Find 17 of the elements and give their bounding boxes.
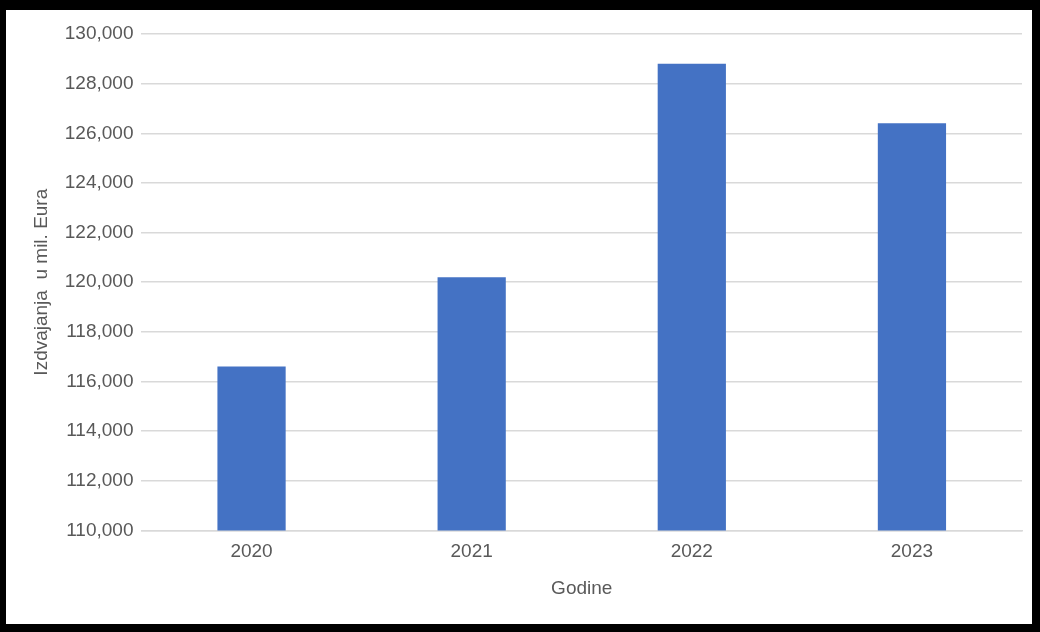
y-tick-label: 112,000 <box>66 468 134 490</box>
y-tick-label: 110,000 <box>66 518 134 540</box>
y-tick-label: 114,000 <box>66 419 134 441</box>
x-tick-label: 2020 <box>230 540 273 562</box>
x-tick-label: 2021 <box>450 540 493 562</box>
y-tick-label: 128,000 <box>64 71 134 93</box>
y-tick-label: 120,000 <box>64 270 134 292</box>
y-tick-label: 122,000 <box>64 220 134 242</box>
y-tick-label: 126,000 <box>64 121 134 143</box>
y-tick-label: 124,000 <box>64 171 134 193</box>
x-tick-label: 2023 <box>890 540 934 562</box>
y-tick-label: 116,000 <box>66 369 134 391</box>
y-tick-label: 118,000 <box>66 320 134 342</box>
y-tick-label: 130,000 <box>64 22 134 44</box>
x-axis-title: Godine <box>551 576 613 598</box>
x-tick-label: 2022 <box>670 540 713 562</box>
y-axis-title: Izdvajanja u mil. Eura <box>29 188 51 376</box>
